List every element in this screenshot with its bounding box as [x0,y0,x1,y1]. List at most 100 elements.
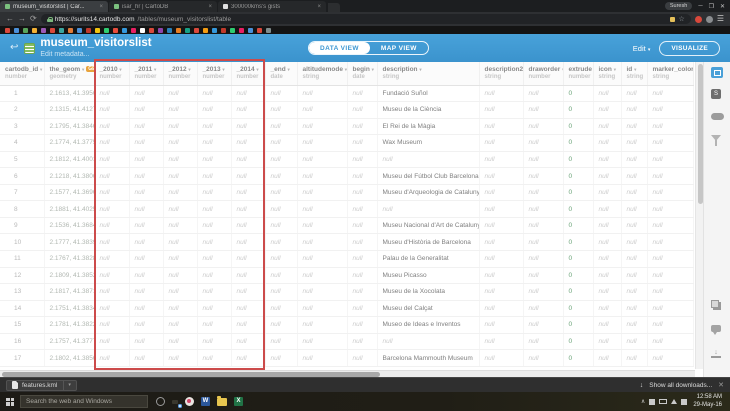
table-cell[interactable]: null [479,151,524,169]
table-cell[interactable]: null [647,267,694,285]
table-cell[interactable]: null [297,267,348,285]
table-cell[interactable]: null [523,316,564,334]
table-cell[interactable]: null [647,200,694,218]
table-cell[interactable]: Museu d'Arqueologia de Catalunya [377,184,480,202]
table-cell[interactable]: null [129,333,164,351]
table-cell[interactable]: null [347,167,378,185]
table-cell[interactable]: null [94,233,130,251]
table-cell[interactable]: Museu d'Història de Barcelona [377,233,480,251]
table-cell[interactable]: null [197,134,232,152]
table-cell[interactable]: null [231,151,266,169]
map-view-button[interactable]: MAP VIEW [380,44,417,52]
table-cell[interactable]: null [621,300,648,318]
bookmark-favicon[interactable] [266,27,271,33]
table-cell[interactable]: Palau de la Generalitat [377,250,480,268]
table-cell[interactable]: null [479,283,524,301]
forward-icon[interactable]: → [18,14,26,23]
table-cell[interactable]: null [265,167,298,185]
table-cell[interactable]: 0 [563,167,594,185]
table-cell[interactable]: null [377,200,480,218]
table-cell[interactable]: 2.1881, 41.4025 [44,200,95,218]
table-cell[interactable]: null [297,101,348,119]
tray-icon[interactable] [649,398,656,405]
table-cell[interactable]: 9 [0,217,45,235]
table-cell[interactable]: null [479,184,524,202]
table-cell[interactable]: null [265,250,298,268]
edit-metadata-link[interactable]: Edit metadata... [40,50,90,58]
table-cell[interactable]: 2.1812, 41.4001 [44,151,95,169]
table-cell[interactable]: null [347,217,378,235]
table-cell[interactable]: null [593,267,622,285]
table-cell[interactable]: null [231,333,266,351]
table-cell[interactable]: 0 [563,333,594,351]
word-icon[interactable]: W [201,397,210,406]
table-cell[interactable]: null [523,300,564,318]
browser-app-icon[interactable] [185,397,194,406]
table-cell[interactable]: 4 [0,134,45,152]
table-cell[interactable]: null [129,118,164,136]
bookmark-favicon[interactable] [95,27,100,33]
table-cell[interactable]: null [163,333,198,351]
table-cell[interactable]: 2.1315, 41.4127 [44,101,95,119]
bookmark-favicon[interactable] [230,27,235,33]
new-tab-button[interactable] [328,3,340,12]
table-cell[interactable]: null [297,283,348,301]
table-cell[interactable]: null [523,184,564,202]
network-icon[interactable] [671,399,678,404]
table-cell[interactable]: null [479,250,524,268]
file-explorer-icon[interactable] [217,395,227,406]
table-cell[interactable]: 2.1777, 41.3839 [44,233,95,251]
table-cell[interactable]: null [297,167,348,185]
table-cell[interactable]: null [94,316,130,334]
table-cell[interactable]: null [523,167,564,185]
table-cell[interactable]: null [593,167,622,185]
table-cell[interactable]: null [523,101,564,119]
bookmark-star-icon[interactable]: ☆ [678,15,685,23]
table-cell[interactable]: null [231,267,266,285]
table-cell[interactable]: 0 [563,250,594,268]
table-cell[interactable]: null [593,118,622,136]
table-cell[interactable]: null [94,85,130,103]
table-cell[interactable]: null [163,250,198,268]
table-cell[interactable]: null [347,200,378,218]
table-cell[interactable]: null [593,101,622,119]
table-cell[interactable]: null [647,316,694,334]
table-cell[interactable]: 0 [563,316,594,334]
table-cell[interactable]: null [523,250,564,268]
table-cell[interactable]: null [479,267,524,285]
table-cell[interactable]: null [94,151,130,169]
column-header-the_geom[interactable]: the_geom ▾GEOgeometry [44,62,95,86]
action-center-icon[interactable] [681,398,688,405]
table-cell[interactable]: null [231,134,266,152]
table-cell[interactable]: null [297,333,348,351]
table-cell[interactable]: null [621,316,648,334]
table-cell[interactable]: null [163,134,198,152]
table-cell[interactable]: 2.1817, 41.3871 [44,283,95,301]
panel-tab-icon[interactable] [711,67,723,78]
table-cell[interactable]: null [647,167,694,185]
url-field[interactable]: https://surits14.cartodb.com /tables/mus… [40,14,691,24]
table-cell[interactable]: null [129,283,164,301]
table-cell[interactable]: 0 [563,151,594,169]
table-cell[interactable]: null [523,349,564,367]
table-cell[interactable]: 11 [0,250,45,268]
bookmark-favicon[interactable] [140,27,145,33]
table-cell[interactable]: Wax Museum [377,134,480,152]
table-cell[interactable]: null [479,349,524,367]
bookmark-favicon[interactable] [32,27,37,33]
table-cell[interactable]: 2.1577, 41.3696 [44,184,95,202]
table-cell[interactable]: null [621,151,648,169]
table-cell[interactable]: null [479,101,524,119]
table-cell[interactable]: null [593,217,622,235]
table-cell[interactable]: null [163,101,198,119]
table-cell[interactable]: null [297,85,348,103]
data-view-button[interactable]: DATA VIEW [309,42,370,54]
taskbar-clock[interactable]: 12:58 AM 29-May-16 [693,393,722,408]
table-cell[interactable]: null [163,151,198,169]
export-icon[interactable]: ↓ [711,349,721,358]
table-cell[interactable]: null [129,250,164,268]
browser-tab[interactable]: museum_visitorslist | Car... × [0,1,108,12]
visualize-button[interactable]: VISUALIZE [659,40,720,56]
table-cell[interactable]: null [621,101,648,119]
table-cell[interactable]: 8 [0,200,45,218]
